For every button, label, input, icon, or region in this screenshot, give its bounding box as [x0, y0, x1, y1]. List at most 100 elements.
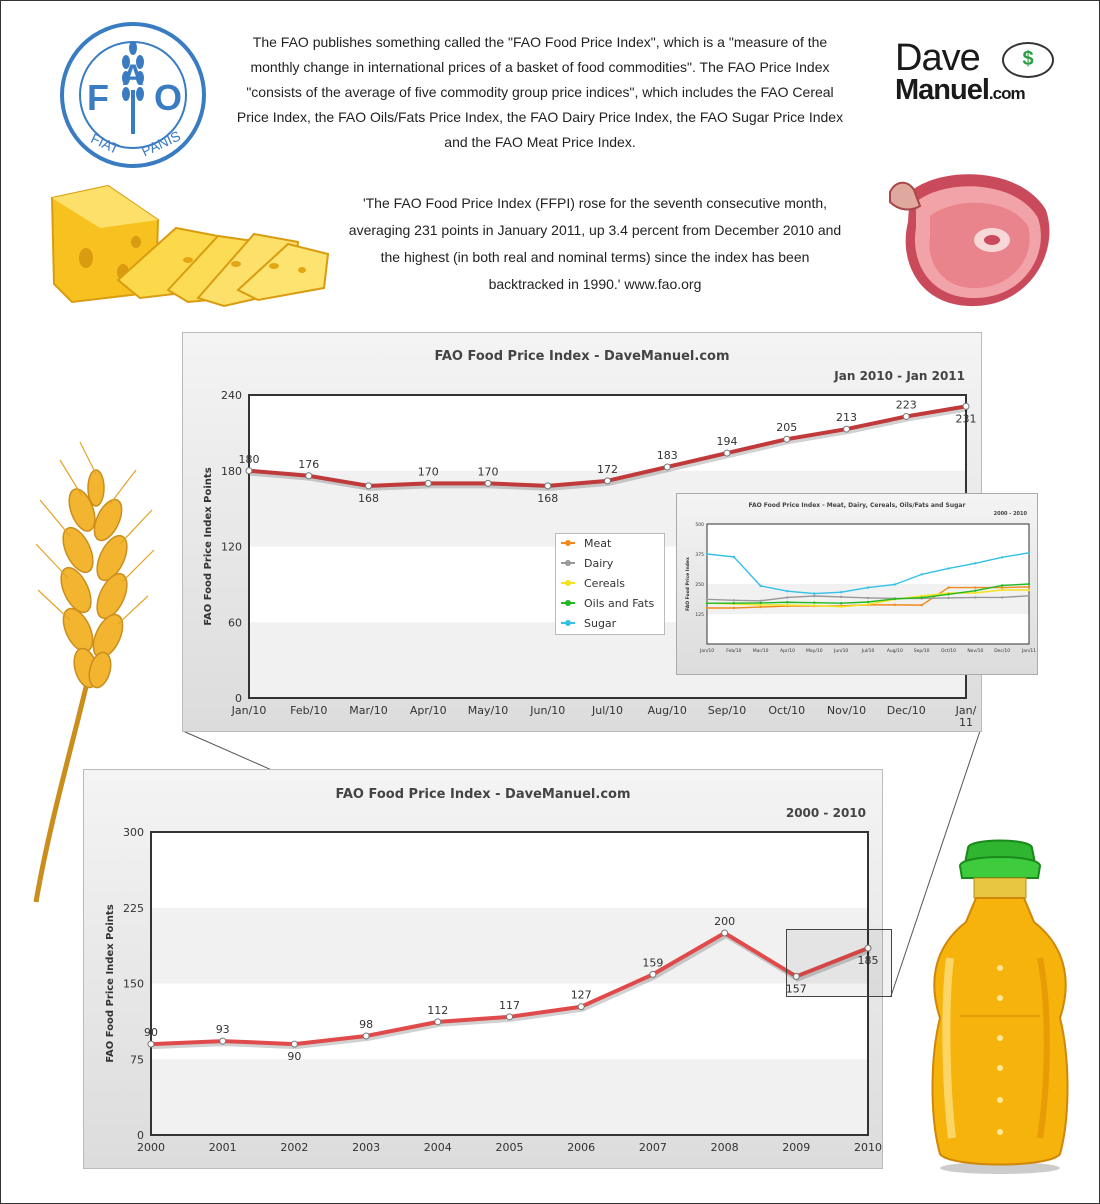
components-data-point [1000, 584, 1004, 587]
components-x-tick-label: Oct/10 [941, 648, 956, 654]
monthly-data-label: 176 [298, 458, 319, 471]
dollar-bubble-icon: $ [1002, 42, 1054, 78]
monthly-y-tick-label: 60 [228, 616, 242, 629]
monthly-y-tick-label: 0 [235, 692, 242, 705]
logo-letter-a: A [122, 59, 144, 92]
annual-data-point [362, 1032, 370, 1040]
components-data-point [947, 593, 950, 596]
annual-x-tick-label: 2006 [567, 1141, 595, 1154]
oil-bottle-icon [931, 839, 1069, 1174]
components-y-tick-label: 500 [695, 522, 704, 528]
monthly-data-point [544, 482, 552, 490]
chart-annual-subtitle: 2000 - 2010 [785, 806, 866, 820]
annual-x-tick-label: 2000 [137, 1141, 165, 1154]
brand-suffix: .com [988, 84, 1026, 103]
annual-data-point [649, 970, 657, 978]
components-data-point [866, 586, 870, 589]
annual-x-tick-label: 2002 [280, 1141, 308, 1154]
monthly-x-tick-label: Dec/10 [887, 704, 926, 717]
components-x-tick-label: Nov/10 [967, 648, 983, 654]
fao-quote: 'The FAO Food Price Index (FFPI) rose fo… [348, 195, 842, 292]
monthly-data-point [783, 435, 791, 443]
annual-grid-band [151, 907, 868, 984]
components-data-point [1027, 585, 1031, 589]
legend-swatch-marker [565, 560, 571, 566]
monthly-data-point [723, 449, 731, 457]
components-x-tick-label: May/10 [806, 648, 823, 654]
components-data-point [786, 596, 789, 599]
components-data-point [920, 603, 923, 607]
components-data-point [920, 573, 923, 576]
annual-data-point [219, 1037, 227, 1045]
annual-data-point [506, 1013, 513, 1021]
monthly-data-point [305, 472, 313, 480]
annual-x-tick-label: 2001 [209, 1141, 237, 1154]
legend-swatch-marker [565, 580, 571, 586]
annual-data-point [290, 1040, 298, 1048]
components-data-point [920, 596, 923, 599]
components-data-point [839, 602, 843, 605]
monthly-data-point [484, 479, 492, 487]
components-data-point [974, 596, 977, 599]
components-data-point [920, 594, 923, 598]
components-data-point [732, 555, 736, 559]
legend-swatch-marker [565, 600, 571, 606]
components-data-point [839, 590, 843, 594]
components-y-tick-label: 125 [695, 612, 704, 618]
monthly-data-label: 231 [956, 412, 977, 425]
monthly-data-label: 194 [717, 435, 738, 448]
components-data-point [786, 590, 789, 593]
monthly-data-label: 205 [776, 421, 797, 434]
components-data-point [893, 603, 897, 607]
monthly-x-tick-label: Apr/10 [410, 704, 447, 717]
monthly-x-tick-label: 11 [959, 716, 973, 729]
components-data-point [839, 605, 843, 608]
intro-paragraph: The FAO publishes something called the "… [236, 34, 844, 150]
annual-y-tick-label: 75 [130, 1053, 144, 1066]
components-data-point [1027, 551, 1031, 554]
components-x-tick-label: Jul/10 [861, 648, 875, 654]
components-data-point [813, 601, 816, 604]
components-x-tick-label: Mar/10 [753, 648, 769, 654]
monthly-data-label: 168 [358, 492, 379, 505]
annual-data-point [434, 1018, 442, 1026]
monthly-x-tick-label: Jul/10 [591, 704, 623, 717]
annual-data-label: 157 [786, 982, 807, 995]
components-data-point [839, 595, 843, 599]
components-x-tick-label: Jun/10 [833, 648, 848, 654]
chart-annual: FAO Food Price Index - DaveManuel.com 20… [83, 769, 883, 1169]
components-data-point [705, 598, 709, 601]
chart-annual-plot: 0 75 150 225 300 2000 2001 2002 2003 2004 2005 2006… [105, 826, 882, 1154]
monthly-x-tick-label: Aug/10 [648, 704, 687, 717]
zoom-highlight-box [786, 929, 892, 997]
components-x-tick-label: Apr/10 [780, 648, 795, 654]
components-data-point [893, 583, 897, 586]
monthly-y-tick-label: 240 [221, 389, 242, 402]
logo-letter-o: O [154, 77, 182, 118]
chart-monthly-subtitle: Jan 2010 - Jan 2011 [834, 369, 965, 383]
components-data-point [974, 562, 977, 565]
monthly-data-point [663, 463, 671, 471]
annual-data-label: 90 [287, 1050, 301, 1063]
monthly-data-point [245, 467, 253, 475]
monthly-data-label: 172 [597, 463, 618, 476]
components-data-point [1027, 582, 1031, 586]
components-x-tick-label: Jan/11 [1021, 648, 1036, 654]
chart-components: FAO Food Price Index - Meat, Dairy, Cere… [676, 493, 1038, 675]
annual-x-tick-label: 2005 [496, 1141, 524, 1154]
components-data-point [732, 599, 736, 602]
annual-data-point [721, 929, 729, 937]
components-data-point [866, 600, 870, 604]
components-data-point [1000, 596, 1004, 599]
monthly-data-point [365, 482, 372, 490]
annual-x-tick-label: 2007 [639, 1141, 667, 1154]
monthly-data-label: 168 [537, 492, 558, 505]
annual-data-label: 90 [144, 1026, 158, 1039]
annual-y-axis-label: FAO Food Price Index Points [105, 904, 116, 1062]
legend-label: Dairy [584, 557, 614, 570]
annual-y-tick-label: 300 [123, 826, 144, 839]
davemanuel-logo[interactable]: Dave Manuel.com [895, 39, 1026, 108]
monthly-data-point [902, 412, 910, 420]
monthly-x-tick-label: Jun/10 [529, 704, 565, 717]
components-data-point [732, 606, 736, 610]
